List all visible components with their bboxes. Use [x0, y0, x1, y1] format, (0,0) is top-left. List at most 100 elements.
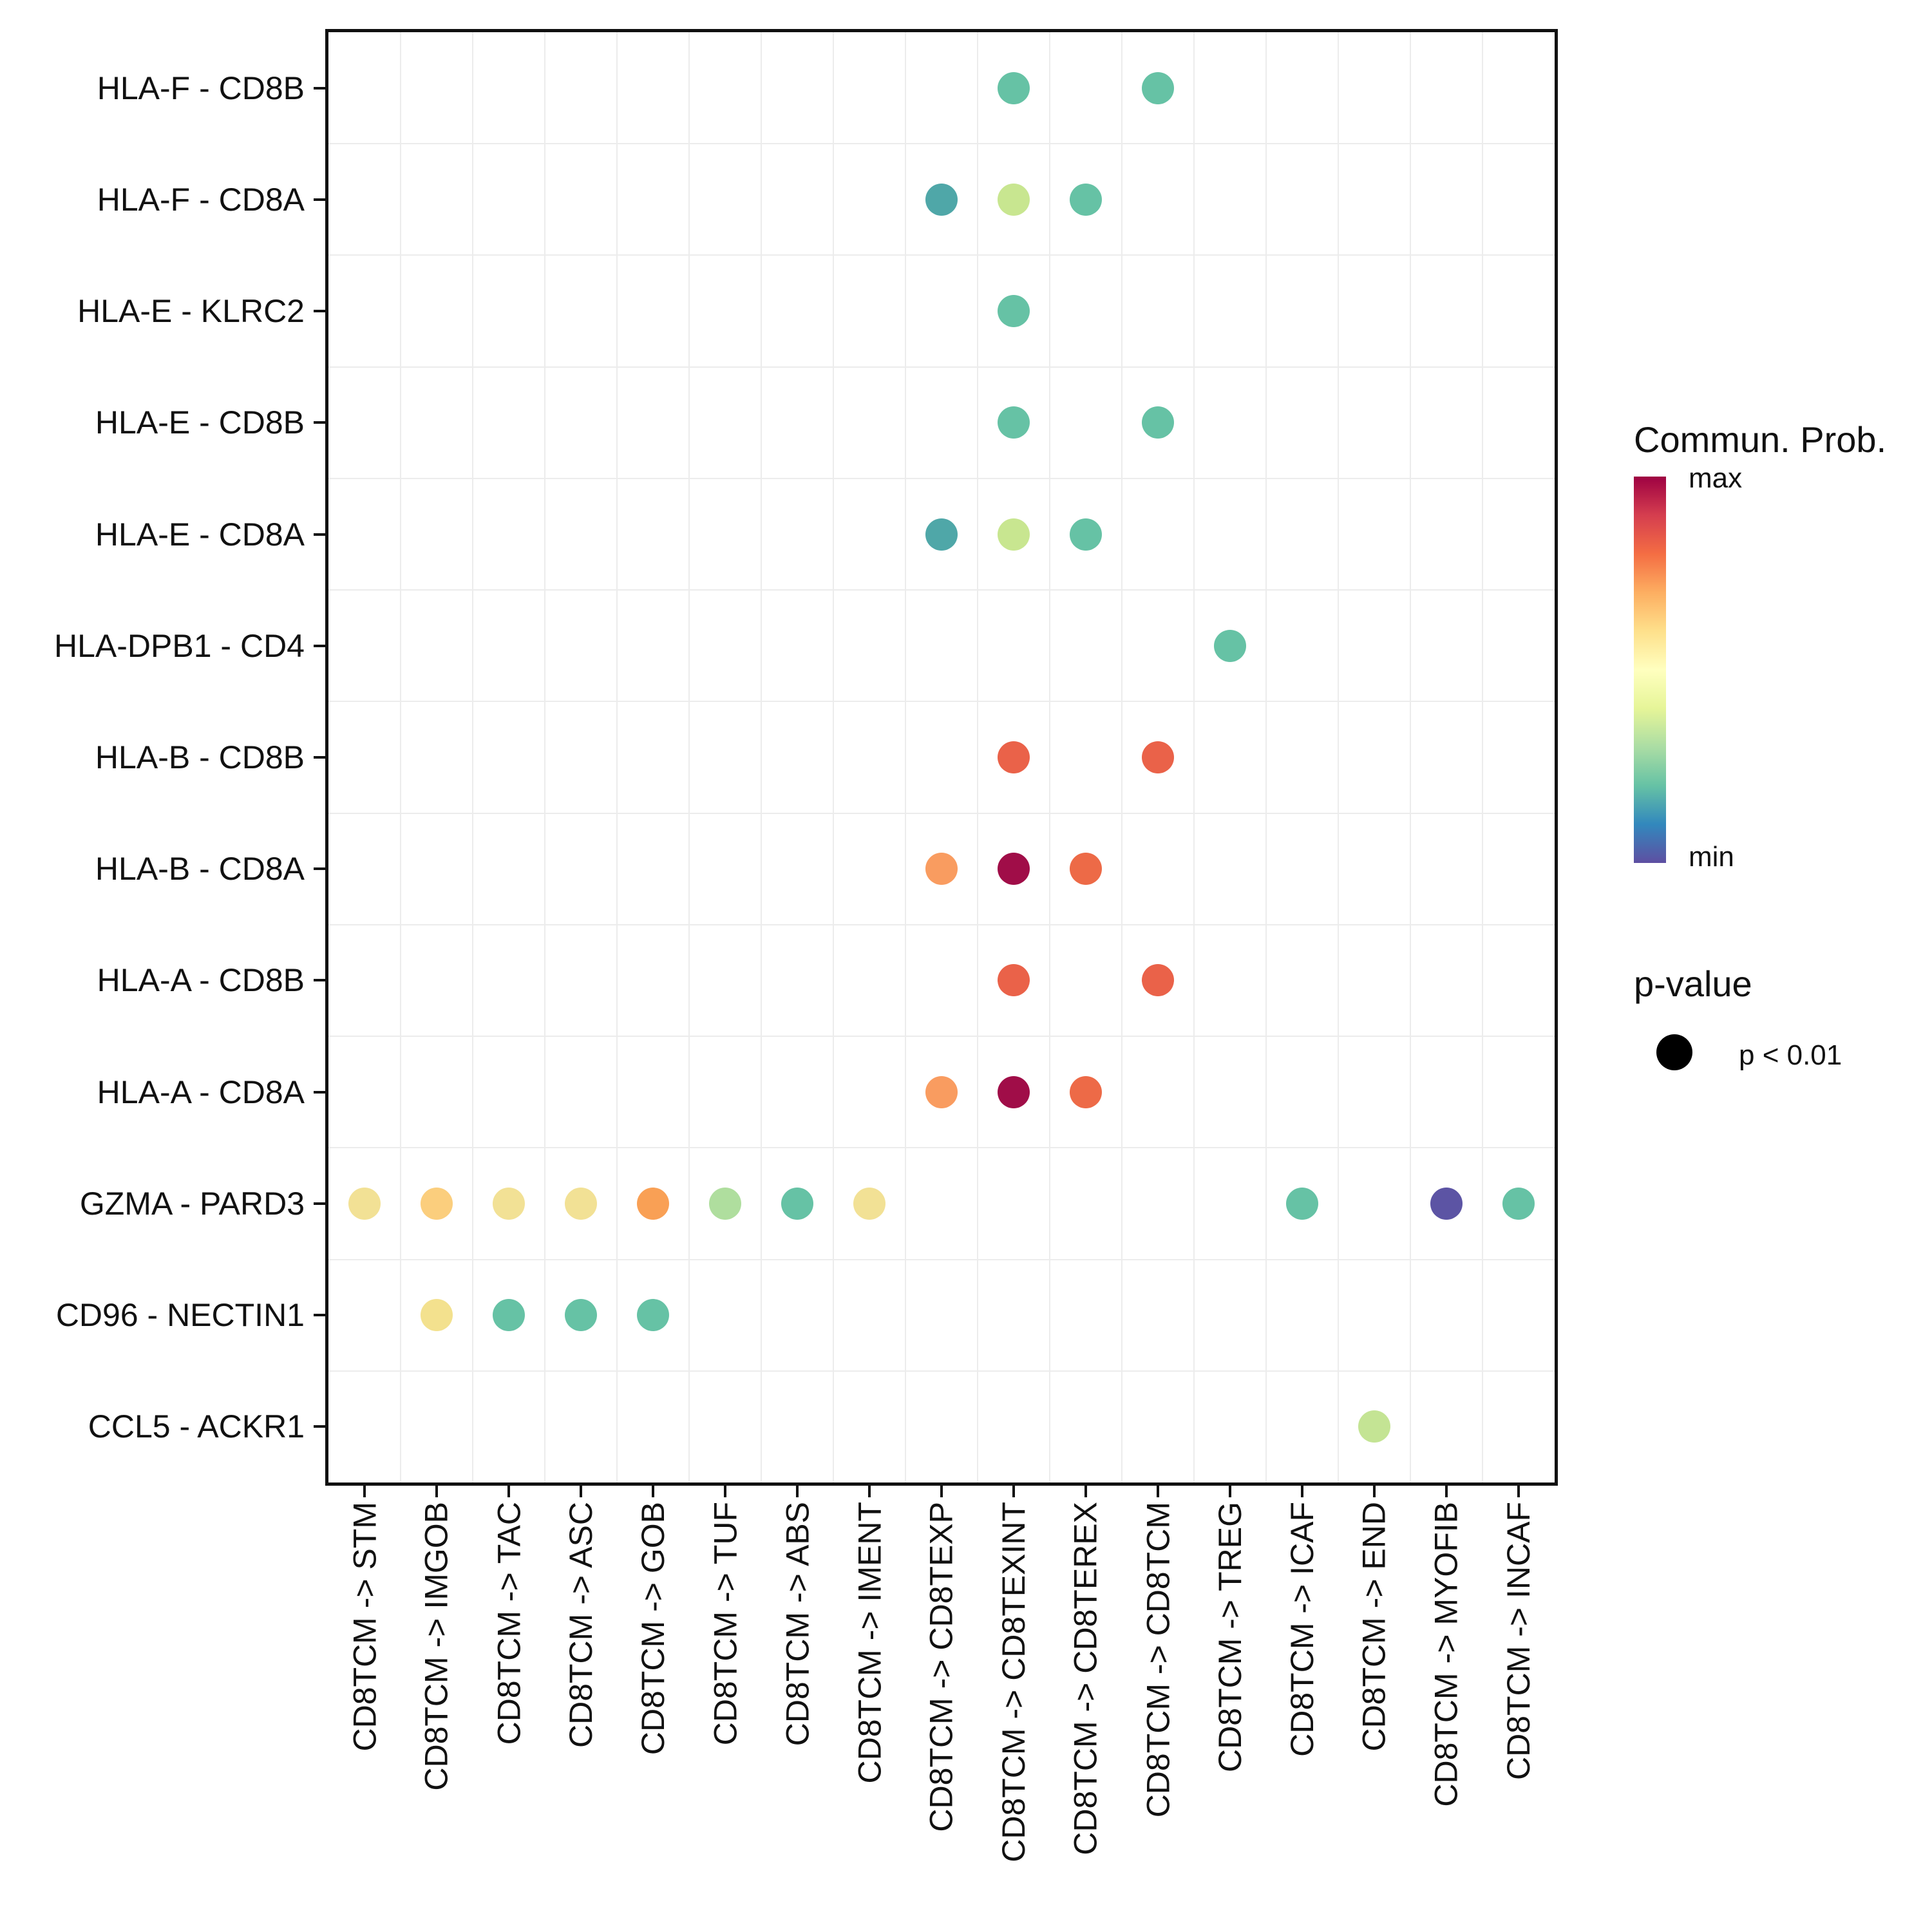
colorbar-title: Commun. Prob.: [1634, 419, 1887, 460]
x-axis-tick: [724, 1486, 726, 1497]
x-axis-label-text: CD8TCM -> IMENT: [851, 1502, 887, 1784]
gridline-horizontal: [328, 589, 1555, 591]
x-axis-tick: [1517, 1486, 1520, 1497]
gridline-vertical: [688, 32, 690, 1482]
y-axis-label: HLA-F - CD8B: [97, 70, 305, 106]
data-dot: [421, 1187, 453, 1220]
x-axis-label-text: CD8TCM -> TAC: [491, 1502, 527, 1745]
data-dot: [1286, 1187, 1318, 1220]
x-axis-tick: [507, 1486, 510, 1497]
data-dot: [925, 1075, 958, 1108]
gridline-vertical: [1338, 32, 1339, 1482]
x-axis-label-text: CD8TCM -> TUF: [707, 1502, 743, 1746]
data-dot: [1070, 1075, 1102, 1108]
gridline-vertical: [400, 32, 401, 1482]
gridline-vertical: [761, 32, 762, 1482]
data-dot: [998, 518, 1030, 551]
y-axis-tick: [314, 979, 325, 982]
gridline-horizontal: [328, 923, 1555, 925]
x-axis-tick: [652, 1486, 654, 1497]
gridline-horizontal: [328, 254, 1555, 256]
data-dot: [925, 518, 958, 551]
y-axis-tick: [314, 1090, 325, 1094]
data-dot: [421, 1299, 453, 1332]
y-axis-label: HLA-E - CD8A: [95, 516, 305, 553]
data-dot: [998, 853, 1030, 886]
y-axis-tick: [314, 198, 325, 201]
gridline-vertical: [1482, 32, 1483, 1482]
x-axis-tick: [580, 1486, 582, 1497]
x-axis-label-text: CD8TCM -> INCAF: [1501, 1502, 1537, 1780]
colorbar-max-label: max: [1689, 462, 1743, 494]
x-axis-label-text: CD8TCM -> CD8TEREX: [1068, 1502, 1104, 1855]
data-dot: [1502, 1187, 1535, 1220]
gridline-horizontal: [328, 1370, 1555, 1372]
data-dot: [998, 1075, 1030, 1108]
x-axis-label-text: CD8TCM -> TREG: [1212, 1502, 1248, 1772]
data-dot: [998, 183, 1030, 216]
y-axis-label: CD96 - NECTIN1: [55, 1297, 305, 1334]
x-axis-tick: [1229, 1486, 1231, 1497]
x-axis-tick: [1157, 1486, 1159, 1497]
x-axis-tick: [1084, 1486, 1087, 1497]
pvalue-dot-icon: [1656, 1034, 1692, 1070]
y-axis-tick: [314, 1202, 325, 1205]
colorbar-gradient: [1634, 477, 1666, 863]
x-axis-tick: [1373, 1486, 1376, 1497]
colorbar-min-label: min: [1689, 841, 1734, 873]
y-axis-label: HLA-E - KLRC2: [77, 293, 305, 330]
data-dot: [1142, 741, 1174, 773]
pvalue-item-label: p < 0.01: [1739, 1039, 1842, 1071]
pvalue-legend-title: p-value: [1634, 963, 1752, 1004]
data-dot: [565, 1187, 597, 1220]
y-axis-tick: [314, 867, 325, 871]
x-axis-tick: [363, 1486, 366, 1497]
y-axis-tick: [314, 1314, 325, 1317]
gridline-horizontal: [328, 1147, 1555, 1149]
data-dot: [637, 1187, 669, 1220]
y-axis-label: HLA-E - CD8B: [95, 404, 305, 441]
x-axis-tick: [1445, 1486, 1448, 1497]
y-axis-tick: [314, 533, 325, 536]
gridline-horizontal: [328, 1036, 1555, 1037]
data-dot: [998, 964, 1030, 997]
data-dot: [1142, 71, 1174, 104]
data-dot: [1070, 518, 1102, 551]
x-axis-label-text: CD8TCM -> STM: [346, 1502, 383, 1752]
gridline-horizontal: [328, 812, 1555, 814]
x-axis-label-text: CD8TCM -> GOB: [635, 1502, 671, 1756]
gridline-vertical: [977, 32, 978, 1482]
gridline-horizontal: [328, 366, 1555, 368]
data-dot: [998, 741, 1030, 773]
data-dot: [348, 1187, 381, 1220]
x-axis-tick: [1301, 1486, 1303, 1497]
x-axis-label-text: CD8TCM -> CD8TCM: [1140, 1502, 1176, 1818]
x-axis-tick: [435, 1486, 438, 1497]
x-axis-label-text: CD8TCM -> ICAF: [1284, 1502, 1320, 1757]
x-axis-label-text: CD8TCM -> MYOFIB: [1428, 1502, 1464, 1807]
gridline-horizontal: [328, 1258, 1555, 1260]
y-axis-label: HLA-A - CD8A: [97, 1074, 305, 1110]
y-axis-tick: [314, 310, 325, 313]
y-axis-label: HLA-B - CD8B: [95, 739, 305, 775]
gridline-vertical: [833, 32, 834, 1482]
y-axis-label: HLA-B - CD8A: [95, 851, 305, 887]
data-dot: [493, 1187, 525, 1220]
data-dot: [1070, 853, 1102, 886]
gridline-vertical: [1265, 32, 1267, 1482]
gridline-vertical: [905, 32, 906, 1482]
gridline-horizontal: [328, 143, 1555, 145]
data-dot: [998, 71, 1030, 104]
gridline-vertical: [616, 32, 618, 1482]
data-dot: [565, 1299, 597, 1332]
data-dot: [998, 406, 1030, 439]
y-axis-tick: [314, 756, 325, 759]
gridline-horizontal: [328, 701, 1555, 703]
x-axis-label-text: CD8TCM -> ABS: [779, 1502, 815, 1747]
x-axis-tick: [796, 1486, 799, 1497]
plot-panel: [325, 29, 1558, 1486]
x-axis-tick: [1012, 1486, 1015, 1497]
gridline-vertical: [1193, 32, 1195, 1482]
y-axis-label: HLA-F - CD8A: [97, 181, 305, 218]
